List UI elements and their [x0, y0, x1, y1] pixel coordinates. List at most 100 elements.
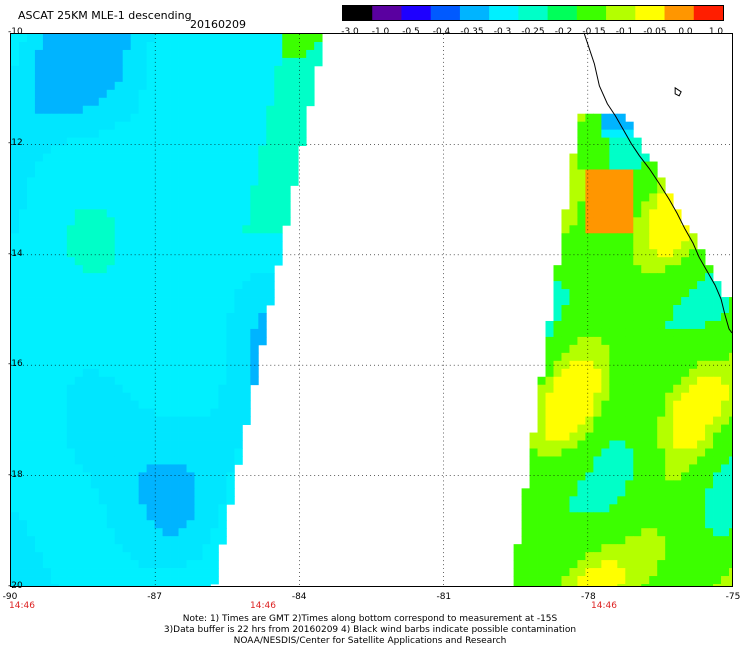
wind-cell — [242, 233, 251, 242]
wind-cell — [250, 217, 259, 226]
wind-cell — [210, 65, 219, 75]
wind-cell — [170, 49, 179, 59]
wind-cell — [11, 153, 20, 162]
wind-cell — [106, 552, 116, 561]
wind-cell — [114, 137, 124, 146]
wind-cell — [146, 448, 156, 457]
wind-cell — [649, 233, 658, 242]
wind-cell — [665, 464, 674, 473]
wind-cell — [74, 113, 84, 123]
wind-cell — [250, 49, 259, 59]
wind-cell — [713, 464, 722, 473]
wind-cell — [202, 81, 211, 91]
wind-cell — [90, 456, 100, 465]
wind-cell — [50, 233, 60, 242]
wind-cell — [282, 73, 291, 83]
wind-cell — [146, 89, 156, 99]
wind-cell — [649, 336, 658, 346]
wind-cell — [665, 416, 674, 425]
wind-cell — [146, 41, 156, 51]
wind-cell — [657, 217, 666, 226]
wind-cell — [18, 512, 28, 521]
wind-cell — [146, 185, 156, 194]
wind-cell — [50, 209, 60, 218]
wind-cell — [202, 153, 211, 162]
wind-cell — [689, 544, 698, 553]
wind-cell — [42, 105, 52, 115]
wind-cell — [633, 297, 642, 306]
wind-cell — [26, 384, 36, 394]
wind-cell — [50, 576, 60, 585]
wind-cell — [617, 384, 626, 394]
wind-cell — [66, 169, 76, 178]
wind-cell — [162, 41, 171, 51]
wind-cell — [162, 320, 171, 330]
wind-cell — [577, 584, 586, 586]
wind-cell — [106, 73, 116, 83]
wind-cell — [178, 544, 187, 553]
wind-cell — [585, 249, 594, 258]
wind-cell — [218, 73, 227, 83]
wind-cell — [74, 57, 84, 67]
wind-cell — [170, 576, 179, 585]
wind-cell — [106, 344, 116, 354]
wind-cell — [186, 161, 195, 170]
wind-cell — [114, 89, 124, 99]
wind-cell — [218, 193, 227, 202]
wind-cell — [170, 273, 179, 282]
wind-cell — [609, 137, 618, 146]
wind-cell — [11, 512, 20, 521]
wind-cell — [146, 249, 156, 258]
wind-cell — [729, 408, 732, 418]
wind-cell — [66, 440, 76, 449]
wind-cell — [226, 193, 235, 202]
wind-cell — [625, 448, 634, 457]
wind-cell — [593, 552, 602, 561]
wind-cell — [58, 305, 68, 314]
wind-cell — [66, 34, 76, 43]
wind-cell — [26, 544, 36, 553]
wind-cell — [593, 328, 602, 338]
wind-cell — [114, 161, 124, 170]
wind-cell — [593, 376, 602, 386]
wind-cell — [665, 249, 674, 258]
wind-cell — [569, 424, 578, 433]
wind-cell — [178, 416, 187, 425]
wind-cell — [82, 121, 92, 131]
wind-cell — [42, 57, 52, 67]
wind-cell — [58, 121, 68, 131]
wind-cell — [226, 336, 235, 346]
wind-cell — [266, 169, 275, 178]
wind-cell — [90, 209, 100, 218]
wind-cell — [138, 177, 148, 186]
wind-cell — [18, 320, 28, 330]
wind-cell — [26, 560, 36, 569]
wind-cell — [218, 416, 227, 425]
wind-cell — [146, 368, 156, 378]
wind-cell — [202, 552, 211, 561]
wind-cell — [585, 217, 594, 226]
wind-cell — [58, 408, 68, 418]
wind-cell — [561, 344, 570, 354]
wind-cell — [577, 201, 586, 210]
wind-cell — [226, 384, 235, 394]
wind-cell — [545, 576, 554, 585]
wind-cell — [58, 416, 68, 425]
wind-cell — [665, 352, 674, 362]
wind-cell — [617, 528, 626, 537]
wind-cell — [26, 105, 36, 115]
wind-cell — [34, 145, 44, 154]
wind-cell — [186, 544, 195, 553]
wind-cell — [154, 400, 163, 410]
wind-cell — [162, 105, 171, 115]
wind-cell — [154, 209, 163, 218]
wind-cell — [721, 480, 730, 489]
wind-cell — [649, 576, 658, 585]
wind-cell — [122, 233, 132, 242]
wind-cell — [138, 536, 148, 545]
wind-cell — [537, 568, 546, 577]
wind-cell — [306, 89, 315, 99]
wind-cell — [681, 488, 690, 497]
wind-cell — [146, 201, 156, 210]
wind-cell — [18, 456, 28, 465]
